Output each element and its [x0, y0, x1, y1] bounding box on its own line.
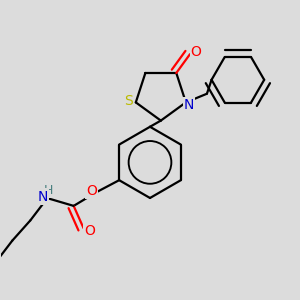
Text: H: H [44, 184, 54, 197]
Text: O: O [191, 45, 202, 59]
Text: O: O [84, 224, 95, 238]
Text: N: N [184, 98, 194, 112]
Text: S: S [124, 94, 132, 108]
Text: N: N [38, 190, 48, 204]
Text: O: O [86, 184, 97, 198]
